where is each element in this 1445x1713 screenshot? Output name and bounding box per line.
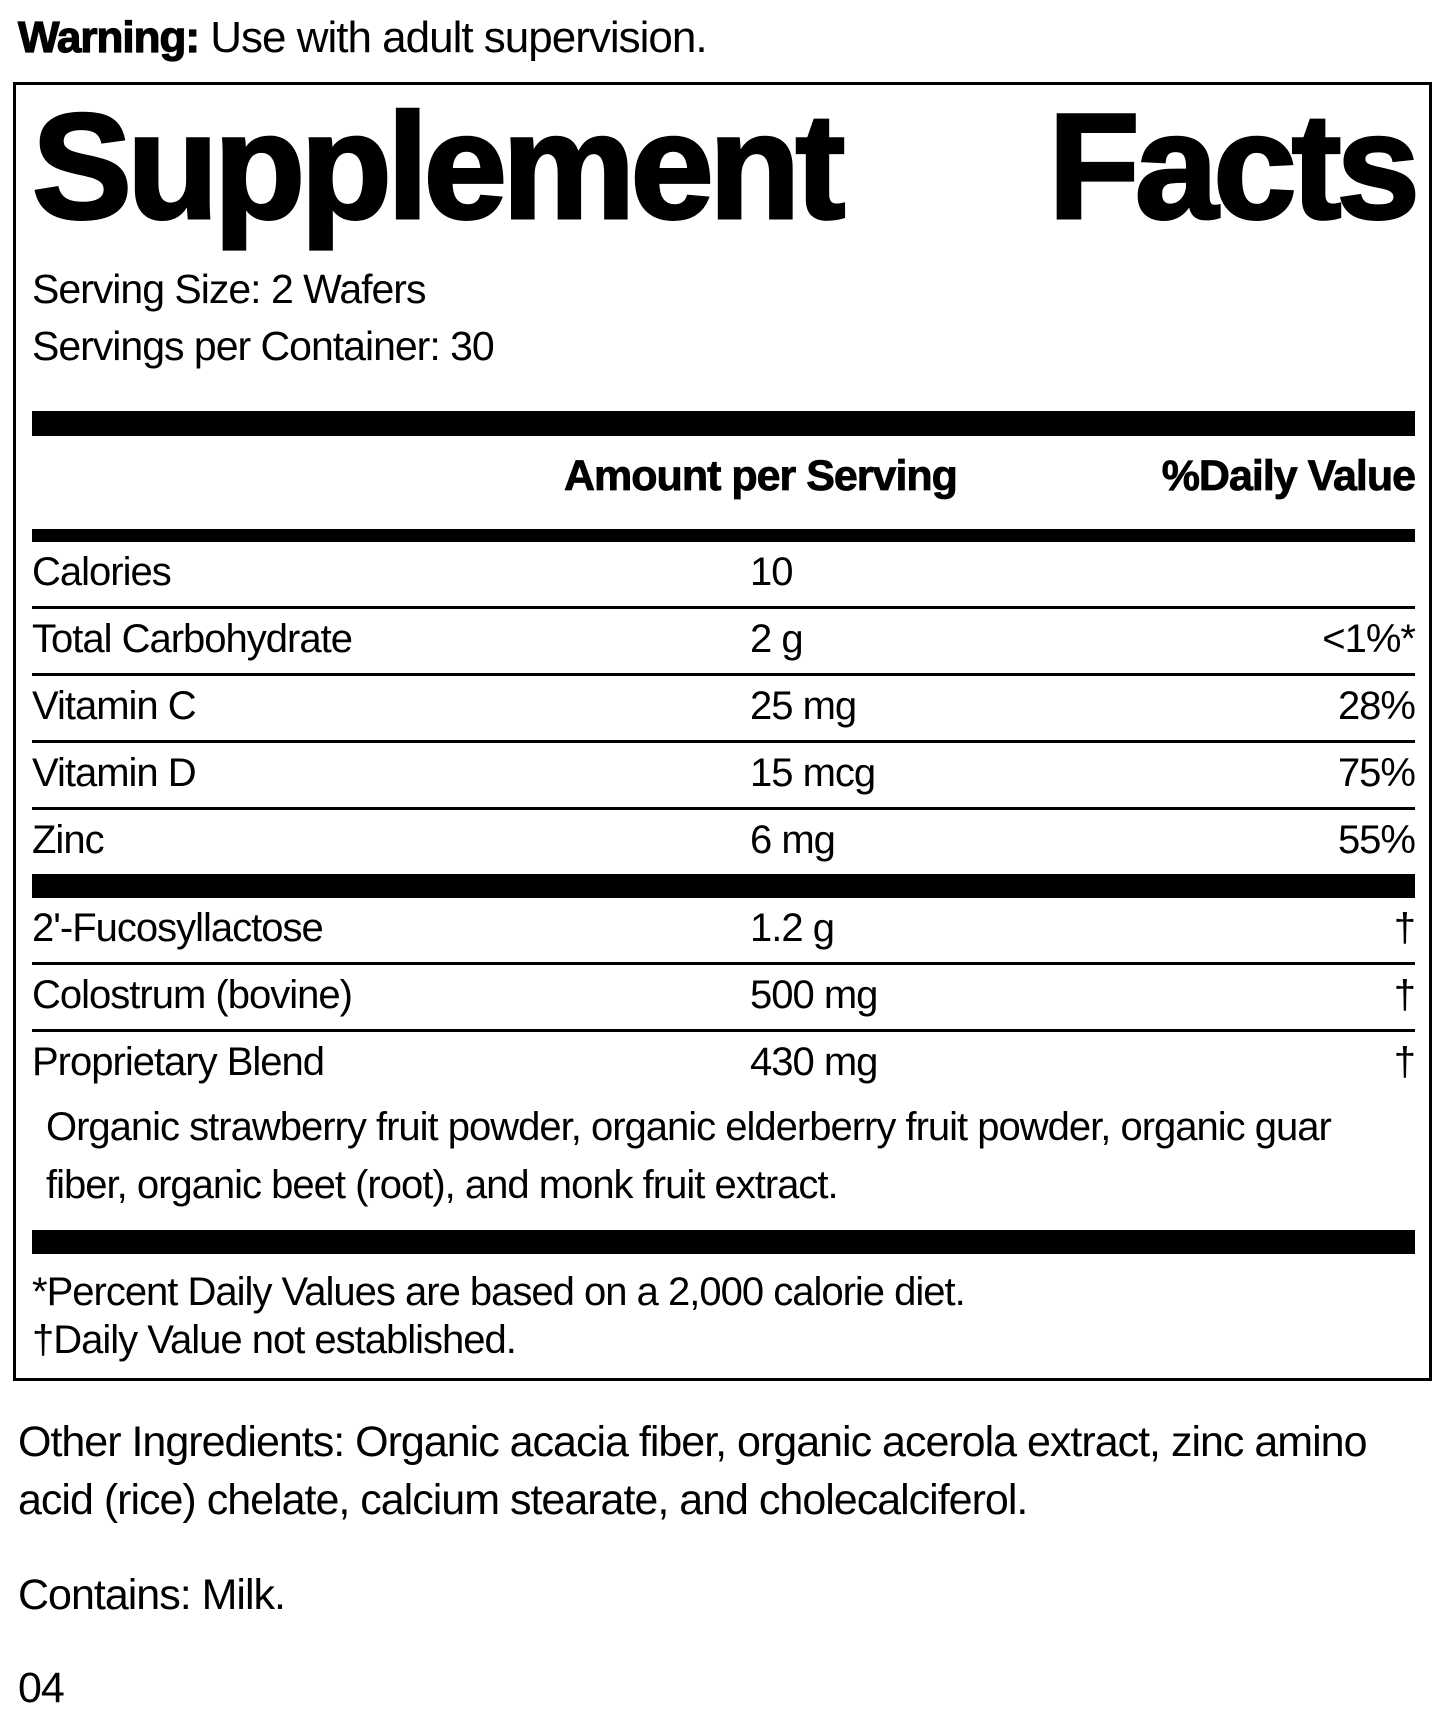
allergen-contains: Contains: Milk. — [18, 1571, 286, 1620]
table-row-calories: Calories 10 — [32, 542, 1415, 610]
nutrient-name: Proprietary Blend — [32, 1040, 325, 1085]
table-row-vitamin-c: Vitamin C 25 mg 28% — [32, 676, 1416, 744]
divider-bar-top — [32, 411, 1415, 437]
nutrient-dv: † — [1393, 1040, 1416, 1085]
nutrient-amount: 430 mg — [750, 1040, 878, 1085]
warning-text: Use with adult supervision. — [199, 13, 707, 62]
column-header-row: Amount per Serving %Daily Value — [32, 436, 1417, 529]
nutrient-dv: <1%* — [1322, 617, 1416, 662]
column-header-daily-value: %Daily Value — [1161, 452, 1416, 501]
nutrient-dv: 28% — [1337, 684, 1416, 729]
nutrient-amount: 25 mg — [750, 684, 857, 729]
divider-bar-under-header — [32, 529, 1415, 543]
nutrient-amount: 500 mg — [750, 973, 878, 1018]
table-row-vitamin-d: Vitamin D 15 mcg 75% — [32, 743, 1416, 811]
footnotes: *Percent Daily Values are based on a 2,0… — [32, 1254, 1415, 1368]
nutrient-amount: 6 mg — [750, 818, 836, 863]
table-row-colostrum: Colostrum (bovine) 500 mg † — [32, 965, 1416, 1033]
table-row-zinc: Zinc 6 mg 55% — [32, 810, 1416, 874]
warning-line: Warning: Use with adult supervision. — [17, 13, 1445, 63]
serving-size: Serving Size: 2 Wafers — [32, 266, 426, 313]
nutrient-name: Zinc — [32, 818, 105, 863]
servings-per-container: Servings per Container: 30 — [32, 323, 495, 370]
nutrient-name: Calories — [32, 550, 172, 595]
nutrient-amount: 1.2 g — [750, 906, 835, 951]
table-row-proprietary-blend: Proprietary Blend 430 mg † — [32, 1032, 1416, 1096]
table-row-fucosyllactose: 2'-Fucosyllactose 1.2 g † — [32, 898, 1416, 966]
warning-label: Warning: — [17, 13, 200, 63]
column-header-amount: Amount per Serving — [564, 452, 959, 501]
nutrient-name: Vitamin C — [32, 684, 197, 729]
panel-title-word-facts: Facts — [1047, 82, 1422, 251]
nutrient-name: Total Carbohydrate — [32, 617, 353, 662]
panel-title: Supplement Facts — [30, 82, 1422, 251]
footnote-percent-daily-value: *Percent Daily Values are based on a 2,0… — [32, 1270, 966, 1315]
supplement-facts-panel: Supplement Facts Serving Size: 2 Wafers … — [13, 82, 1432, 1382]
footnote-daily-value-not-established: †Daily Value not established. — [32, 1318, 517, 1363]
proprietary-blend-description: Organic strawberry fruit powder, organic… — [46, 1105, 1332, 1208]
nutrient-dv: † — [1393, 973, 1416, 1018]
divider-bar-bottom — [32, 1230, 1415, 1255]
nutrient-dv: 75% — [1337, 751, 1416, 796]
divider-bar-middle — [32, 874, 1415, 899]
nutrient-dv: 55% — [1337, 818, 1416, 863]
label-code: 04 — [18, 1664, 65, 1713]
table-row-total-carbohydrate: Total Carbohydrate 2 g <1%* — [32, 609, 1416, 677]
nutrient-name: Vitamin D — [32, 751, 197, 796]
nutrient-name: 2'-Fucosyllactose — [32, 906, 324, 951]
other-ingredients: Other Ingredients: Organic acacia fiber,… — [18, 1418, 1367, 1525]
serving-info: Serving Size: 2 Wafers Servings per Cont… — [32, 261, 1415, 375]
nutrient-amount: 15 mcg — [750, 751, 876, 796]
nutrient-name: Colostrum (bovine) — [32, 973, 353, 1018]
panel-title-word-supplement: Supplement — [30, 82, 846, 251]
nutrient-amount: 10 — [750, 550, 794, 595]
nutrient-dv: † — [1393, 906, 1416, 951]
nutrient-amount: 2 g — [750, 617, 804, 662]
